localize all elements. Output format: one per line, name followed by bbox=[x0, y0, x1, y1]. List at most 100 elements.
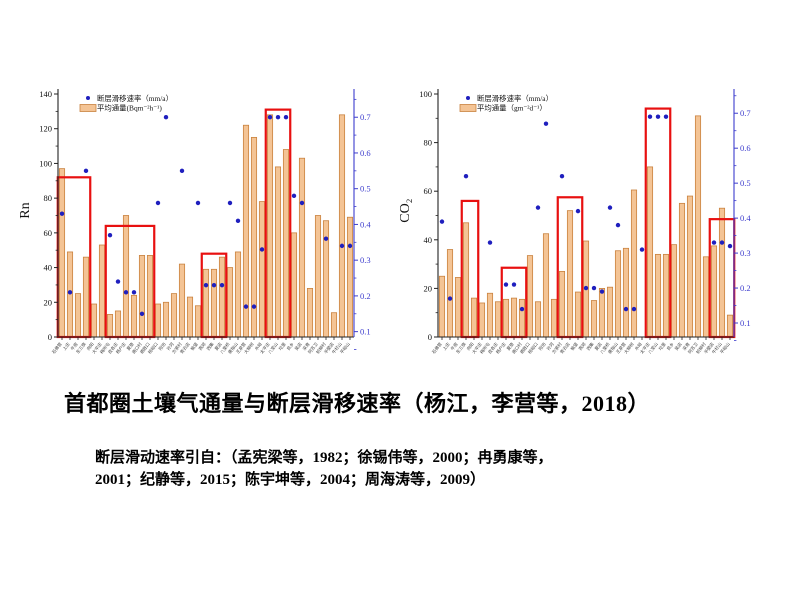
x-tick-label: 西集 bbox=[205, 340, 216, 352]
slip-rate-dot bbox=[447, 296, 453, 301]
flux-bar bbox=[486, 292, 494, 338]
slip-rate-dot bbox=[519, 306, 525, 312]
flux-bar bbox=[678, 202, 686, 338]
flux-bar bbox=[202, 268, 210, 338]
x-tick-label: 西集 bbox=[585, 340, 596, 352]
x-tick-label: 水峪 bbox=[253, 340, 264, 352]
x-tick-label: 榆垡 bbox=[569, 340, 580, 352]
flux-bar bbox=[462, 222, 470, 338]
x-tick-label: 吴店 bbox=[293, 340, 304, 352]
figure-caption: 首都圈土壤气通量与断层滑移速率（杨江，李营等，2018） bbox=[64, 391, 651, 416]
x-tick-label: 坨里 bbox=[657, 340, 667, 351]
right-axis-tick-label: 0.1 bbox=[360, 327, 371, 337]
slip-rate-dot bbox=[275, 115, 281, 120]
slip-rate-dot bbox=[67, 290, 73, 295]
legend-slip-rate-label: 断层滑移速率（mm/a） bbox=[477, 94, 553, 103]
flux-bar bbox=[306, 287, 314, 338]
x-tick-label: 阳坊 bbox=[537, 340, 548, 352]
right-axis-tick-label: 0.1 bbox=[740, 318, 751, 328]
x-tick-label: 良乡 bbox=[665, 341, 676, 352]
slip-rate-dot bbox=[211, 282, 217, 288]
flux-bar bbox=[478, 302, 486, 338]
flux-bar bbox=[314, 215, 322, 338]
x-tick-label: 孙河 bbox=[545, 340, 555, 351]
x-tick-label: 夏店 bbox=[213, 340, 224, 352]
slip-rate-dot bbox=[203, 282, 209, 288]
slip-rate-dot bbox=[575, 208, 581, 214]
legend-flux-label: 平均通量(Bqm⁻²h⁻¹) bbox=[97, 104, 162, 113]
x-tick-label: 向阳 bbox=[85, 341, 96, 352]
x-tick-label: 夏垫 bbox=[125, 340, 135, 351]
flux-bar bbox=[146, 255, 154, 338]
left-axis-tick-label: 20 bbox=[424, 283, 433, 293]
x-tick-label: 孙河 bbox=[165, 340, 175, 351]
slip-rate-dot bbox=[503, 282, 509, 287]
flux-bar bbox=[614, 250, 622, 338]
slip-rate-dot bbox=[243, 304, 249, 309]
slip-rate-dot bbox=[559, 173, 565, 179]
slip-rate-dot bbox=[339, 243, 345, 249]
left-axis-tick-label: 0 bbox=[48, 332, 52, 342]
slip-rate-dot bbox=[439, 219, 445, 224]
flux-bar bbox=[258, 201, 266, 338]
x-tick-label: 采育 bbox=[301, 340, 312, 352]
slip-rate-dot bbox=[631, 306, 637, 312]
slip-rate-dot bbox=[259, 247, 265, 252]
slip-rate-dot bbox=[283, 115, 289, 120]
flux-bar bbox=[494, 301, 502, 338]
flux-bar bbox=[210, 268, 218, 338]
flux-bar bbox=[558, 270, 566, 338]
y-axis-title: Rn bbox=[18, 202, 33, 218]
right-axis-tick-label: 0.6 bbox=[740, 143, 751, 153]
flux-bar bbox=[234, 251, 242, 338]
flux-bar bbox=[178, 263, 186, 338]
flux-bar bbox=[710, 245, 718, 338]
slip-rate-dot bbox=[123, 290, 129, 295]
slip-rate-dot bbox=[155, 200, 161, 206]
flux-bar bbox=[438, 275, 446, 338]
flux-bar bbox=[346, 216, 354, 338]
x-tick-label: 坨里 bbox=[277, 340, 287, 351]
x-tick-label: 吴店 bbox=[673, 340, 684, 352]
left-axis-tick-label: 140 bbox=[39, 89, 52, 99]
slip-rate-dot bbox=[607, 205, 613, 210]
x-tick-label: 良乡 bbox=[285, 341, 296, 352]
x-tick-label: 阳坊 bbox=[157, 340, 168, 352]
right-axis-tick-label: 0.4 bbox=[740, 213, 751, 223]
flux-bar bbox=[186, 296, 194, 338]
flux-bar bbox=[518, 298, 526, 338]
slip-rate-dot bbox=[711, 240, 717, 245]
right-axis-tick-label: 0.2 bbox=[740, 283, 751, 293]
slip-rate-dot bbox=[139, 311, 145, 316]
right-axis-tick-label: 0.3 bbox=[360, 255, 371, 265]
slip-rate-dot bbox=[267, 115, 273, 120]
legend-dot-marker bbox=[86, 96, 90, 100]
flux-bar bbox=[122, 215, 130, 338]
flux-bar bbox=[98, 244, 106, 338]
x-tick-label: 水峪 bbox=[633, 340, 644, 352]
flux-bar bbox=[534, 301, 542, 338]
flux-bar bbox=[654, 253, 662, 338]
legend-slip-rate-label: 断层滑移速率（mm/a） bbox=[97, 94, 173, 103]
flux-bar bbox=[646, 166, 654, 338]
right-axis-tick-label: 0.2 bbox=[360, 291, 371, 301]
flux-bar bbox=[138, 255, 146, 338]
slip-rate-dot bbox=[83, 168, 89, 174]
slip-rate-dot bbox=[647, 114, 653, 119]
right-axis-tick-label: 0.6 bbox=[360, 148, 371, 158]
slip-rate-dot bbox=[511, 282, 517, 287]
left-axis-tick-label: 100 bbox=[39, 158, 52, 168]
slip-rate-dot bbox=[543, 121, 549, 126]
right-axis-tick-label: 0.5 bbox=[360, 184, 371, 194]
citation-line-2: 2001；纪静等，2015；陈宇坤等，2004；周海涛等，2009） bbox=[95, 472, 486, 488]
flux-bar bbox=[154, 303, 162, 338]
flux-bar bbox=[162, 301, 170, 338]
flux-bar bbox=[282, 149, 290, 338]
flux-bar bbox=[194, 305, 202, 338]
slip-rate-dot bbox=[583, 285, 589, 291]
left-axis-tick-label: 120 bbox=[39, 124, 52, 134]
slip-rate-dot bbox=[535, 205, 541, 210]
flux-bar bbox=[598, 287, 606, 338]
slip-rate-dot bbox=[291, 193, 297, 199]
x-tick-label: 夏店 bbox=[593, 340, 604, 352]
